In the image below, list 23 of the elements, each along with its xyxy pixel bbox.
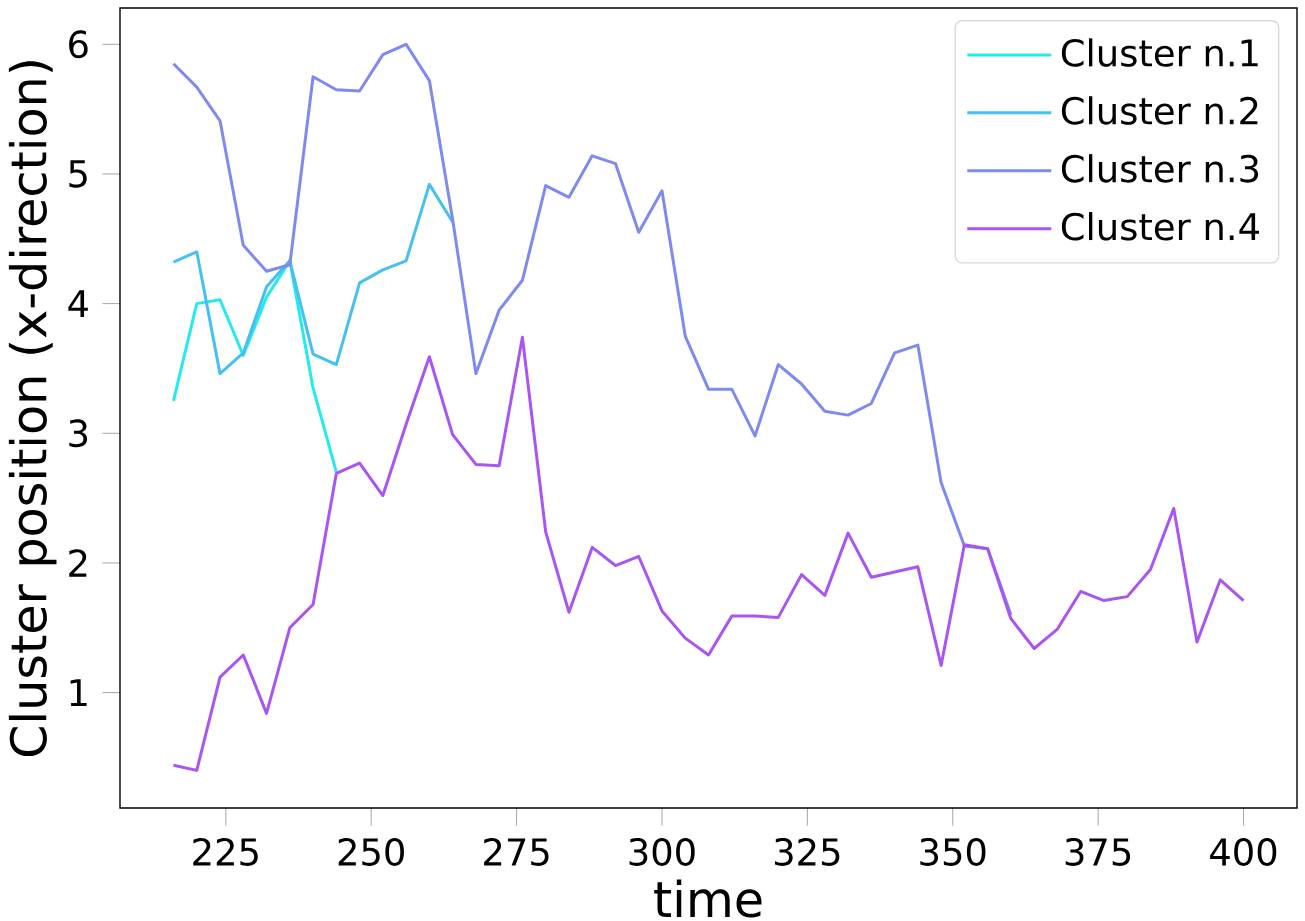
line-series xyxy=(172,42,1013,617)
x-tick-label: 325 xyxy=(774,837,840,866)
y-tick-label: 6 xyxy=(69,30,88,59)
y-axis-title: Cluster position (x-direction) xyxy=(8,61,57,757)
y-tick-label: 2 xyxy=(69,549,87,577)
x-tick-label: 275 xyxy=(484,837,549,866)
x-tick-label: 250 xyxy=(338,837,404,866)
legend-label: Cluster n.2 xyxy=(1061,96,1258,125)
y-tick-label: 5 xyxy=(69,160,87,188)
legend-label: Cluster n.4 xyxy=(1061,212,1259,241)
line-series xyxy=(172,182,455,376)
x-tick-label: 300 xyxy=(629,837,695,866)
y-tick-label: 3 xyxy=(69,419,88,448)
x-tick-label: 225 xyxy=(193,837,258,866)
line-series xyxy=(172,335,1246,772)
x-tick-label: 350 xyxy=(920,837,986,866)
x-axis-title: time xyxy=(654,879,762,918)
x-tick-label: 400 xyxy=(1210,837,1277,866)
y-tick-label: 1 xyxy=(70,679,87,707)
legend-label: Cluster n.1 xyxy=(1061,38,1258,67)
legend-label: Cluster n.3 xyxy=(1061,154,1259,183)
x-tick-label: 375 xyxy=(1065,837,1131,866)
y-tick-label: 4 xyxy=(68,290,88,318)
